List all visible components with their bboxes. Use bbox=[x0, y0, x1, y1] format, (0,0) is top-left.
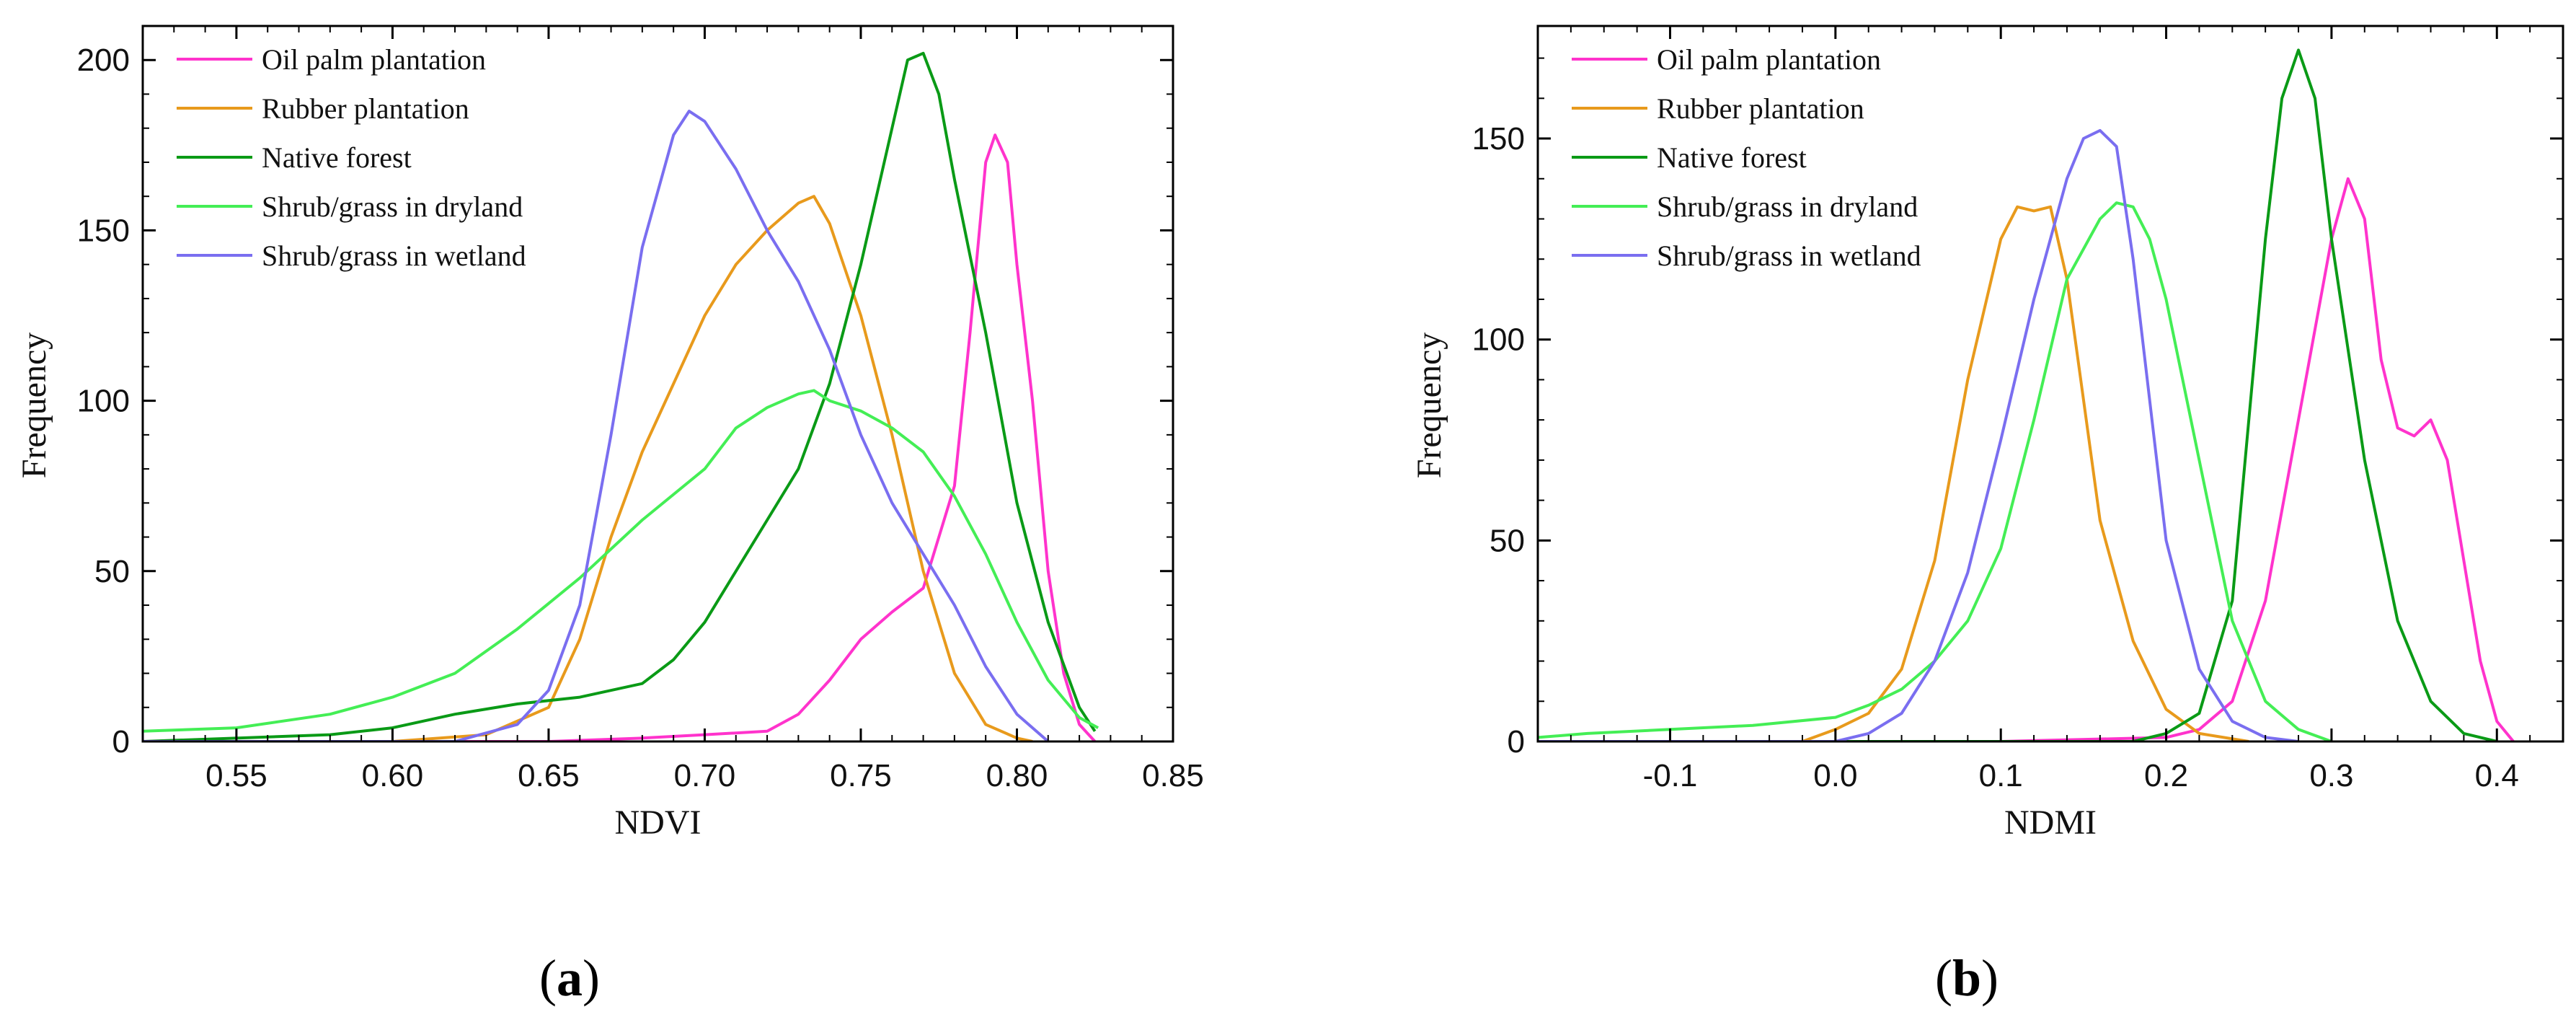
y-tick-label: 100 bbox=[1472, 322, 1525, 358]
series-line-oil-palm-plantation bbox=[1538, 177, 2515, 741]
series-line-rubber-plantation bbox=[1538, 205, 2249, 741]
y-tick-label: 50 bbox=[94, 554, 130, 589]
series-lines bbox=[1538, 48, 2515, 741]
legend-label: Shrub/grass in dryland bbox=[1657, 190, 1918, 223]
series-line-native-forest bbox=[1538, 48, 2497, 741]
x-tick-label: 0.60 bbox=[362, 758, 424, 793]
x-tick-label: 0.70 bbox=[674, 758, 736, 793]
series-line-shrub-grass-in-dryland bbox=[1538, 201, 2332, 741]
x-tick-label: 0.2 bbox=[2144, 758, 2188, 793]
series-line-native-forest bbox=[143, 51, 1097, 741]
panel-label: (a) bbox=[539, 949, 600, 1007]
x-tick-label: 0.1 bbox=[1979, 758, 2023, 793]
y-tick-label: 50 bbox=[1490, 523, 1525, 558]
legend: Oil palm plantation Rubber plantation Nati… bbox=[1572, 43, 1921, 272]
x-tick-label: 0.0 bbox=[1813, 758, 1857, 793]
y-tick-label: 200 bbox=[77, 43, 130, 78]
legend-label: Rubber plantation bbox=[1657, 92, 1864, 125]
panel-label-close-paren: ) bbox=[583, 949, 600, 1007]
series-line-oil-palm-plantation bbox=[143, 133, 1097, 741]
legend-label: Shrub/grass in dryland bbox=[262, 190, 523, 223]
y-tick-label: 100 bbox=[77, 384, 130, 419]
chart-panel-b: -0.1 0.0 0.1 0.2 0.3 0.4 0 50 100 150 NDMI Frequenc… bbox=[1410, 25, 2564, 1007]
panel-label-letter: b bbox=[1952, 949, 1981, 1007]
chart-panel-a: 0.55 0.60 0.65 0.70 0.75 0.80 0.85 0 50 100 150 200… bbox=[15, 25, 1204, 1007]
x-tick-label: 0.75 bbox=[830, 758, 892, 793]
panel-label-close-paren: ) bbox=[1981, 949, 1999, 1007]
y-tick-label: 0 bbox=[1508, 724, 1525, 760]
legend-label: Oil palm plantation bbox=[262, 43, 486, 76]
x-tick-label: 0.55 bbox=[205, 758, 267, 793]
x-tick-label: 0.85 bbox=[1142, 758, 1204, 793]
y-tick-label: 150 bbox=[1472, 121, 1525, 157]
x-tick-label: 0.80 bbox=[986, 758, 1048, 793]
series-line-shrub-grass-in-wetland bbox=[143, 110, 1050, 741]
y-axis-title: Frequency bbox=[1410, 333, 1448, 479]
legend-label: Shrub/grass in wetland bbox=[1657, 239, 1921, 272]
x-axis-title: NDVI bbox=[615, 804, 701, 842]
y-tick-label: 0 bbox=[112, 724, 130, 760]
x-axis-title: NDMI bbox=[2004, 804, 2097, 842]
legend-label: Rubber plantation bbox=[262, 92, 469, 125]
panel-label-open-paren: ( bbox=[539, 949, 557, 1007]
x-tick-label: 0.65 bbox=[518, 758, 580, 793]
legend-label: Oil palm plantation bbox=[1657, 43, 1881, 76]
series-line-rubber-plantation bbox=[143, 195, 1033, 741]
legend-label: Native forest bbox=[262, 141, 412, 174]
x-tick-label: 0.3 bbox=[2309, 758, 2353, 793]
x-tick-label: 0.4 bbox=[2475, 758, 2519, 793]
plot-frame bbox=[141, 25, 1174, 743]
legend-label: Native forest bbox=[1657, 141, 1807, 174]
panel-label: (b) bbox=[1935, 949, 1999, 1007]
legend: Oil palm plantation Rubber plantation Nati… bbox=[177, 43, 526, 272]
x-tick-label: -0.1 bbox=[1643, 758, 1698, 793]
panel-label-open-paren: ( bbox=[1935, 949, 1952, 1007]
series-line-shrub-grass-in-dryland bbox=[143, 389, 1099, 733]
plot-frame bbox=[1536, 25, 2564, 743]
panel-label-letter: a bbox=[557, 949, 583, 1007]
y-tick-label: 150 bbox=[77, 213, 130, 248]
legend-label: Shrub/grass in wetland bbox=[262, 239, 526, 272]
series-line-shrub-grass-in-wetland bbox=[1538, 128, 2299, 741]
series-lines bbox=[143, 51, 1099, 741]
y-axis-title: Frequency bbox=[15, 333, 53, 479]
